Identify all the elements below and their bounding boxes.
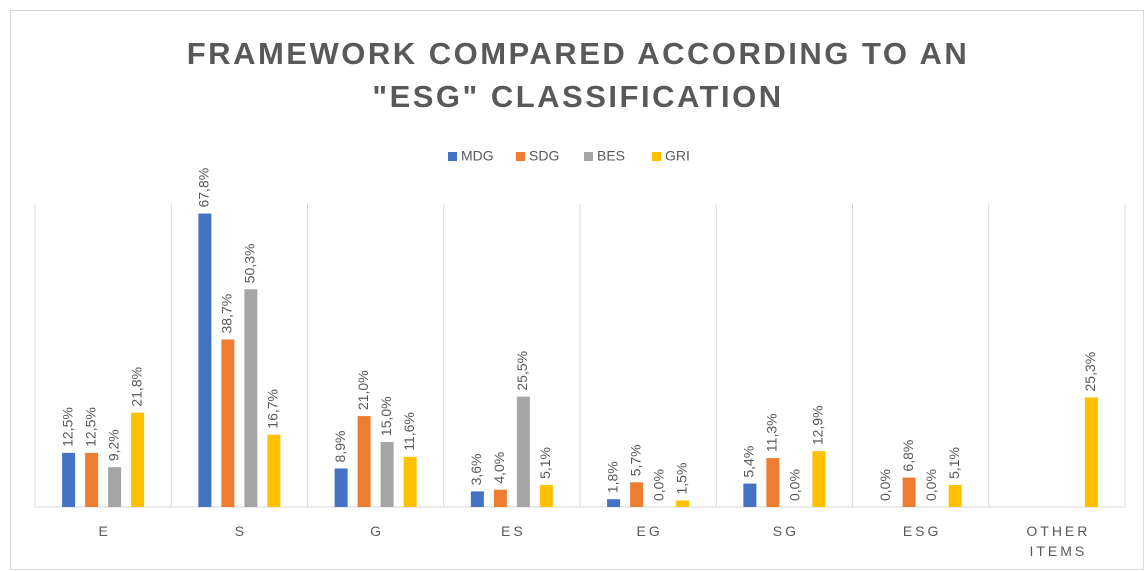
bar xyxy=(267,434,281,507)
x-tick-label: G xyxy=(370,523,385,539)
bar xyxy=(493,489,507,507)
data-label: 9,2% xyxy=(105,429,121,461)
data-label: 5,7% xyxy=(627,444,643,476)
bar xyxy=(470,491,484,507)
bar xyxy=(743,483,757,507)
data-label: 11,3% xyxy=(764,413,780,452)
data-label: 0,0% xyxy=(787,469,803,501)
bar xyxy=(948,484,962,507)
data-label: 38,7% xyxy=(219,294,235,334)
bar xyxy=(357,416,371,507)
data-label: 12,5% xyxy=(82,407,98,447)
data-label: 4,0% xyxy=(491,452,507,484)
data-label: 25,5% xyxy=(514,351,530,391)
bar xyxy=(108,467,122,507)
bar xyxy=(62,452,76,507)
data-label: 21,0% xyxy=(355,370,371,410)
bar xyxy=(380,442,394,507)
bar xyxy=(812,451,826,507)
legend-swatch xyxy=(584,152,593,161)
x-tick-label: SG xyxy=(772,523,799,539)
bar xyxy=(244,289,258,507)
data-label: 12,5% xyxy=(59,407,75,447)
legend-label: GRI xyxy=(665,148,690,164)
data-label: 15,0% xyxy=(378,396,394,436)
data-label: 0,0% xyxy=(650,469,666,501)
data-label: 5,1% xyxy=(537,447,553,479)
chart-frame xyxy=(10,10,1144,570)
bar xyxy=(334,468,348,507)
bar xyxy=(676,500,690,507)
data-label: 1,5% xyxy=(673,463,689,495)
legend-swatch xyxy=(516,152,525,161)
x-tick-label: OTHER ITEMS xyxy=(1026,523,1091,559)
legend-label: MDG xyxy=(461,148,494,164)
x-tick-label: E xyxy=(98,523,111,539)
data-label: 8,9% xyxy=(332,431,348,463)
bar xyxy=(198,213,212,507)
data-label: 25,3% xyxy=(1082,352,1098,392)
bar xyxy=(607,499,621,507)
data-label: 1,8% xyxy=(604,461,620,493)
data-label: 0,0% xyxy=(877,469,893,501)
data-label: 16,7% xyxy=(265,389,281,429)
chart-title: FRAMEWORK COMPARED ACCORDING TO AN xyxy=(187,36,969,71)
x-tick-label: EG xyxy=(636,523,663,539)
x-tick-label: S xyxy=(234,523,248,539)
data-label: 50,3% xyxy=(242,244,258,284)
data-label: 3,6% xyxy=(468,453,484,485)
x-tick-label: ES xyxy=(501,523,526,539)
data-label: 67,8% xyxy=(196,168,212,208)
bar xyxy=(131,412,145,507)
data-label: 12,9% xyxy=(810,405,826,445)
legend-label: BES xyxy=(597,148,625,164)
x-tick-label: ESG xyxy=(902,523,942,539)
data-label: 6,8% xyxy=(900,440,916,472)
bar xyxy=(403,456,417,507)
data-label: 11,6% xyxy=(401,412,417,451)
bar xyxy=(1084,397,1098,507)
legend-swatch xyxy=(448,152,457,161)
bar xyxy=(516,396,530,507)
bar xyxy=(221,339,235,507)
chart-title: "ESG" CLASSIFICATION xyxy=(372,79,783,114)
data-label: 5,1% xyxy=(946,447,962,479)
bar xyxy=(766,458,780,507)
bar xyxy=(630,482,644,507)
data-label: 0,0% xyxy=(923,469,939,501)
legend-swatch xyxy=(652,152,661,161)
data-label: 5,4% xyxy=(741,446,757,478)
bar xyxy=(85,452,99,507)
bar xyxy=(539,484,553,507)
bar xyxy=(902,477,916,507)
data-label: 21,8% xyxy=(128,367,144,407)
legend-label: SDG xyxy=(529,148,559,164)
